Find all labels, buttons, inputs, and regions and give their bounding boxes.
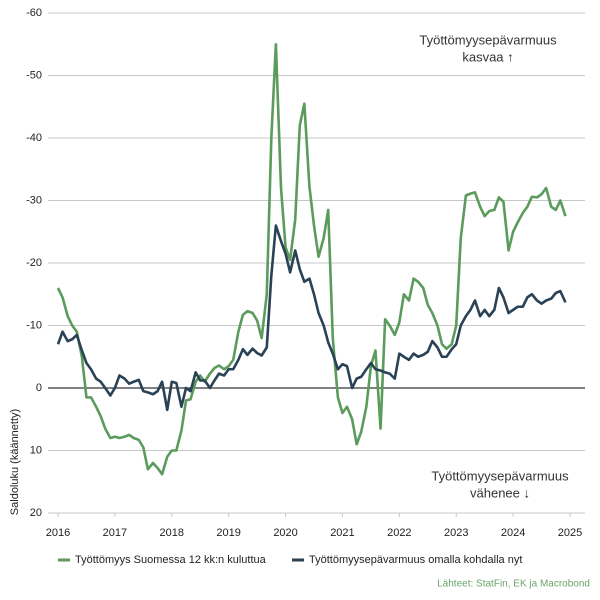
annotation: Työttömyysepävarmuus bbox=[419, 32, 557, 47]
y-tick-label: 0 bbox=[36, 382, 42, 394]
annotation-bg bbox=[408, 29, 568, 69]
y-tick-label: -10 bbox=[26, 319, 42, 331]
x-tick-label: 2022 bbox=[387, 527, 411, 539]
x-tick-label: 2020 bbox=[273, 527, 297, 539]
x-tick-label: 2017 bbox=[103, 527, 127, 539]
y-tick-label: 20 bbox=[30, 507, 42, 519]
annotation: kasvaa ↑ bbox=[462, 49, 513, 64]
y-tick-label: -30 bbox=[26, 194, 42, 206]
series-line bbox=[56, 42, 567, 476]
series-line bbox=[56, 224, 567, 412]
annotation: vähenee ↓ bbox=[470, 485, 530, 500]
y-tick-label: -20 bbox=[26, 257, 42, 269]
legend-label: Työttömyys Suomessa 12 kk:n kuluttua bbox=[75, 554, 267, 566]
y-tick-label: -50 bbox=[26, 69, 42, 81]
x-tick-label: 2016 bbox=[46, 527, 70, 539]
source: Lähteet: StatFin, EK ja Macrobond bbox=[437, 579, 590, 590]
x-tick-label: 2023 bbox=[444, 527, 468, 539]
y-tick-label: 10 bbox=[30, 444, 42, 456]
legend-label: Työttömyysepävarmuus omalla kohdalla nyt bbox=[309, 554, 522, 566]
x-tick-label: 2018 bbox=[160, 527, 184, 539]
x-tick-label: 2025 bbox=[558, 527, 582, 539]
annotation: Työttömyysepävarmuus bbox=[431, 468, 569, 483]
x-tick-label: 2019 bbox=[216, 527, 240, 539]
x-tick-label: 2021 bbox=[330, 527, 354, 539]
y-tick-label: -60 bbox=[26, 7, 42, 19]
y-axis-label: Saldoluku (käännetty) bbox=[9, 409, 21, 515]
y-tick-label: -40 bbox=[26, 132, 42, 144]
annotation-bg bbox=[420, 465, 580, 505]
x-tick-label: 2024 bbox=[501, 527, 525, 539]
